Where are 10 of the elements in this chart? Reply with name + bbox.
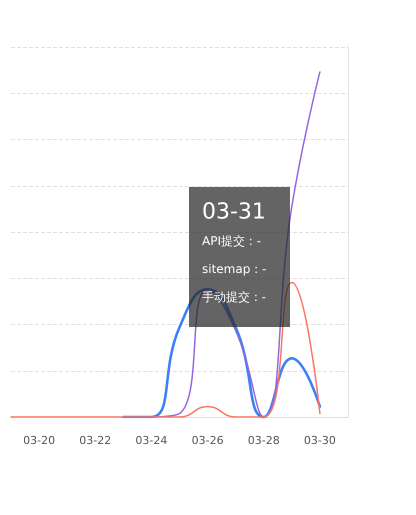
annotation: sitemap : - (202, 262, 266, 276)
annotation: 手动提交 : - (202, 290, 266, 304)
x-tick-label: 03-28 (248, 434, 280, 447)
x-tick-label: 03-26 (192, 434, 224, 447)
x-tick-label: 03-22 (79, 434, 112, 447)
x-tick-label: 03-24 (135, 434, 168, 447)
annotation: 03-31 (202, 200, 266, 224)
x-tick-label: 03-30 (304, 434, 336, 447)
x-tick-label: 03-20 (23, 434, 56, 447)
annotation: API提交 : - (202, 234, 261, 248)
